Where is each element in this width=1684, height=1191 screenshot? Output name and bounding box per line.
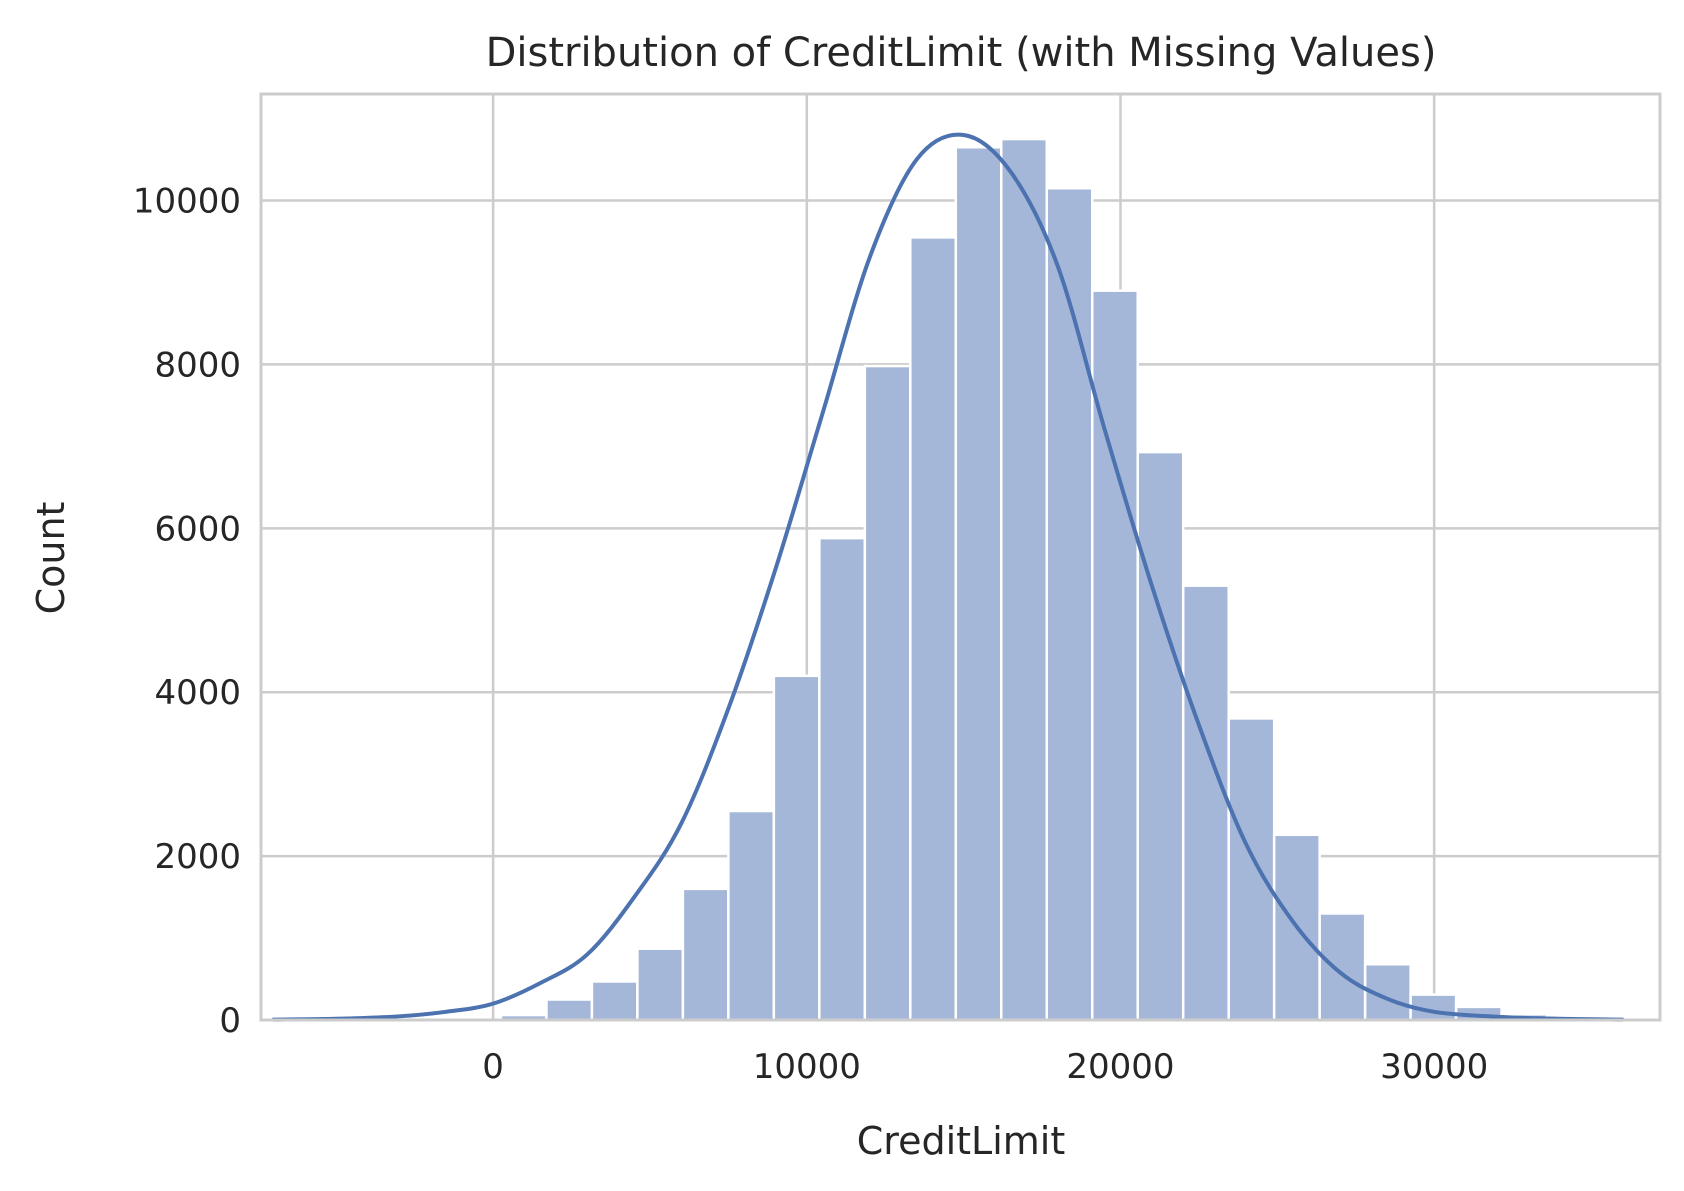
histogram-bar (727, 809, 776, 1022)
histogram-bar (636, 947, 685, 1022)
y-tick-label: 8000 (154, 345, 241, 385)
histogram-bar (772, 674, 821, 1022)
kde-line (271, 132, 1625, 1022)
y-tick-label: 4000 (154, 673, 241, 713)
histogram-bar (1090, 289, 1139, 1022)
x-axis-label: CreditLimit (857, 1119, 1065, 1163)
histogram-bar (909, 236, 958, 1022)
histogram-bar (545, 998, 594, 1022)
x-tick-label: 30000 (1380, 1047, 1488, 1087)
histogram-bars (499, 137, 1640, 1022)
y-tick-label: 2000 (154, 837, 241, 877)
histogram-bar (1045, 186, 1094, 1022)
kde-curve (271, 132, 1625, 1022)
histogram-bar (1136, 450, 1185, 1022)
histogram-bar (954, 146, 1003, 1022)
plot-frame (259, 92, 1662, 1022)
histogram-bar (1181, 584, 1230, 1022)
y-tick-label: 0 (219, 1001, 241, 1041)
histogram-bar (1318, 912, 1367, 1022)
histogram-bar (1000, 137, 1049, 1022)
tick-labels: 0 10000 20000 30000 0 2000 4000 6000 8000 10000 (133, 182, 1488, 1087)
y-axis-label: Count (29, 502, 73, 615)
histogram-bar (1227, 717, 1276, 1022)
y-tick-label: 10000 (133, 182, 241, 222)
x-tick-label: 20000 (1066, 1047, 1174, 1087)
axes-frame (259, 92, 1662, 1022)
histogram-bar (681, 887, 730, 1022)
histogram-bar (818, 536, 867, 1022)
y-tick-label: 6000 (154, 509, 241, 549)
histogram-bar (863, 364, 912, 1022)
histogram-bar (590, 980, 639, 1022)
chart-title: Distribution of CreditLimit (with Missin… (486, 30, 1437, 76)
x-tick-label: 10000 (753, 1047, 861, 1087)
x-tick-label: 0 (482, 1047, 504, 1087)
